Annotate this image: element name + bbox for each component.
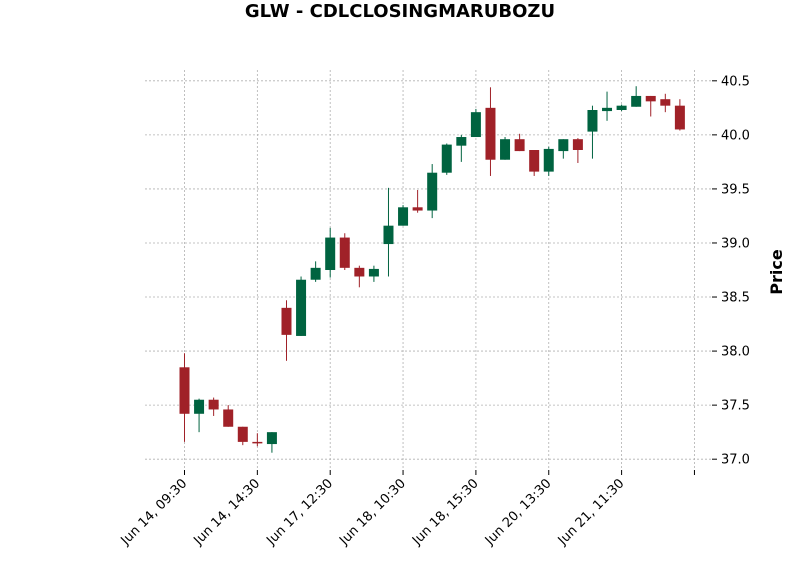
x-tick-label: Jun 21, 11:30 xyxy=(555,476,628,549)
candle-body xyxy=(325,237,336,270)
candle xyxy=(470,108,481,138)
x-tick-label: Jun 20, 13:30 xyxy=(482,476,555,549)
candle xyxy=(252,433,263,447)
candle xyxy=(558,139,569,159)
candle-body xyxy=(427,172,438,211)
candle xyxy=(660,93,671,113)
candle xyxy=(398,205,409,226)
y-axis: 37.0 37.5 38.0 38.5 39.0 39.5 40.0 40.5 xyxy=(712,74,750,468)
x-tick-label: Jun 14, 14:30 xyxy=(191,476,264,549)
candle-body xyxy=(383,225,394,245)
candle-body xyxy=(339,237,350,268)
candle-body xyxy=(587,110,598,132)
candle-body xyxy=(674,105,685,130)
candle-body xyxy=(558,139,569,152)
y-axis-label: Price xyxy=(767,249,786,295)
candle xyxy=(368,265,379,282)
candle-body xyxy=(470,112,481,138)
candle xyxy=(281,300,292,361)
candle xyxy=(325,227,336,278)
candle xyxy=(674,99,685,131)
candle-body xyxy=(572,139,583,150)
candle-body xyxy=(660,99,671,106)
y-tick-label: 38.0 xyxy=(721,345,750,360)
candle-body xyxy=(485,107,496,160)
candle-body xyxy=(310,267,321,280)
candle xyxy=(412,190,423,213)
candle xyxy=(296,276,307,336)
candle xyxy=(223,405,234,427)
candle xyxy=(529,150,540,176)
candle xyxy=(500,137,511,160)
candle-body xyxy=(616,105,627,110)
candle-body xyxy=(500,139,511,160)
grid xyxy=(145,70,712,470)
candle-body xyxy=(645,95,656,102)
candle xyxy=(543,146,554,176)
candle xyxy=(587,105,598,159)
candle xyxy=(310,261,321,282)
candle xyxy=(616,104,627,112)
x-axis: Jun 14, 09:30 Jun 14, 14:30 Jun 17, 12:30 J… xyxy=(118,470,695,549)
candles xyxy=(179,86,685,453)
candle xyxy=(339,233,350,270)
candle-body xyxy=(296,279,307,336)
candle-body xyxy=(602,107,613,112)
candle xyxy=(427,164,438,219)
y-tick-label: 40.0 xyxy=(721,128,750,143)
candle xyxy=(194,398,205,433)
candle-body xyxy=(354,267,365,277)
candle xyxy=(208,397,219,416)
candle-body xyxy=(266,432,277,445)
candle-body xyxy=(223,409,234,427)
candle xyxy=(514,133,525,152)
candle-body xyxy=(237,426,248,442)
candle-body xyxy=(194,399,205,414)
candle-body xyxy=(441,144,452,173)
candle xyxy=(441,143,452,175)
candle xyxy=(485,87,496,176)
candle xyxy=(179,353,190,442)
y-tick-label: 37.0 xyxy=(721,453,750,468)
candle-body xyxy=(398,207,409,226)
y-tick-label: 40.5 xyxy=(721,74,750,89)
candle-body xyxy=(456,137,467,146)
candle-body xyxy=(208,399,219,410)
candle-body xyxy=(252,441,263,444)
candle xyxy=(237,426,248,446)
candle-body xyxy=(543,148,554,172)
y-tick-label: 39.0 xyxy=(721,236,750,251)
candle xyxy=(572,138,583,163)
x-tick-label: Jun 18, 15:30 xyxy=(409,476,482,549)
x-tick-label: Jun 17, 12:30 xyxy=(263,476,336,549)
x-tick-label: Jun 14, 09:30 xyxy=(118,476,191,549)
candle xyxy=(602,91,613,121)
candle-body xyxy=(529,150,540,172)
y-tick-label: 39.5 xyxy=(721,182,750,197)
candle-body xyxy=(514,139,525,152)
candle xyxy=(383,187,394,277)
candle-body xyxy=(281,307,292,335)
candle-body xyxy=(412,207,423,211)
candle xyxy=(456,134,467,162)
candle xyxy=(354,265,365,288)
chart-title: GLW - CDLCLOSINGMARUBOZU xyxy=(245,1,555,22)
candle xyxy=(631,86,642,107)
y-tick-label: 38.5 xyxy=(721,291,750,306)
candle-body xyxy=(631,95,642,107)
candle-body xyxy=(179,367,190,414)
candle xyxy=(266,432,277,453)
y-tick-label: 37.5 xyxy=(721,399,750,414)
candle xyxy=(645,95,656,117)
x-tick-label: Jun 18, 10:30 xyxy=(336,476,409,549)
candle-body xyxy=(368,268,379,277)
